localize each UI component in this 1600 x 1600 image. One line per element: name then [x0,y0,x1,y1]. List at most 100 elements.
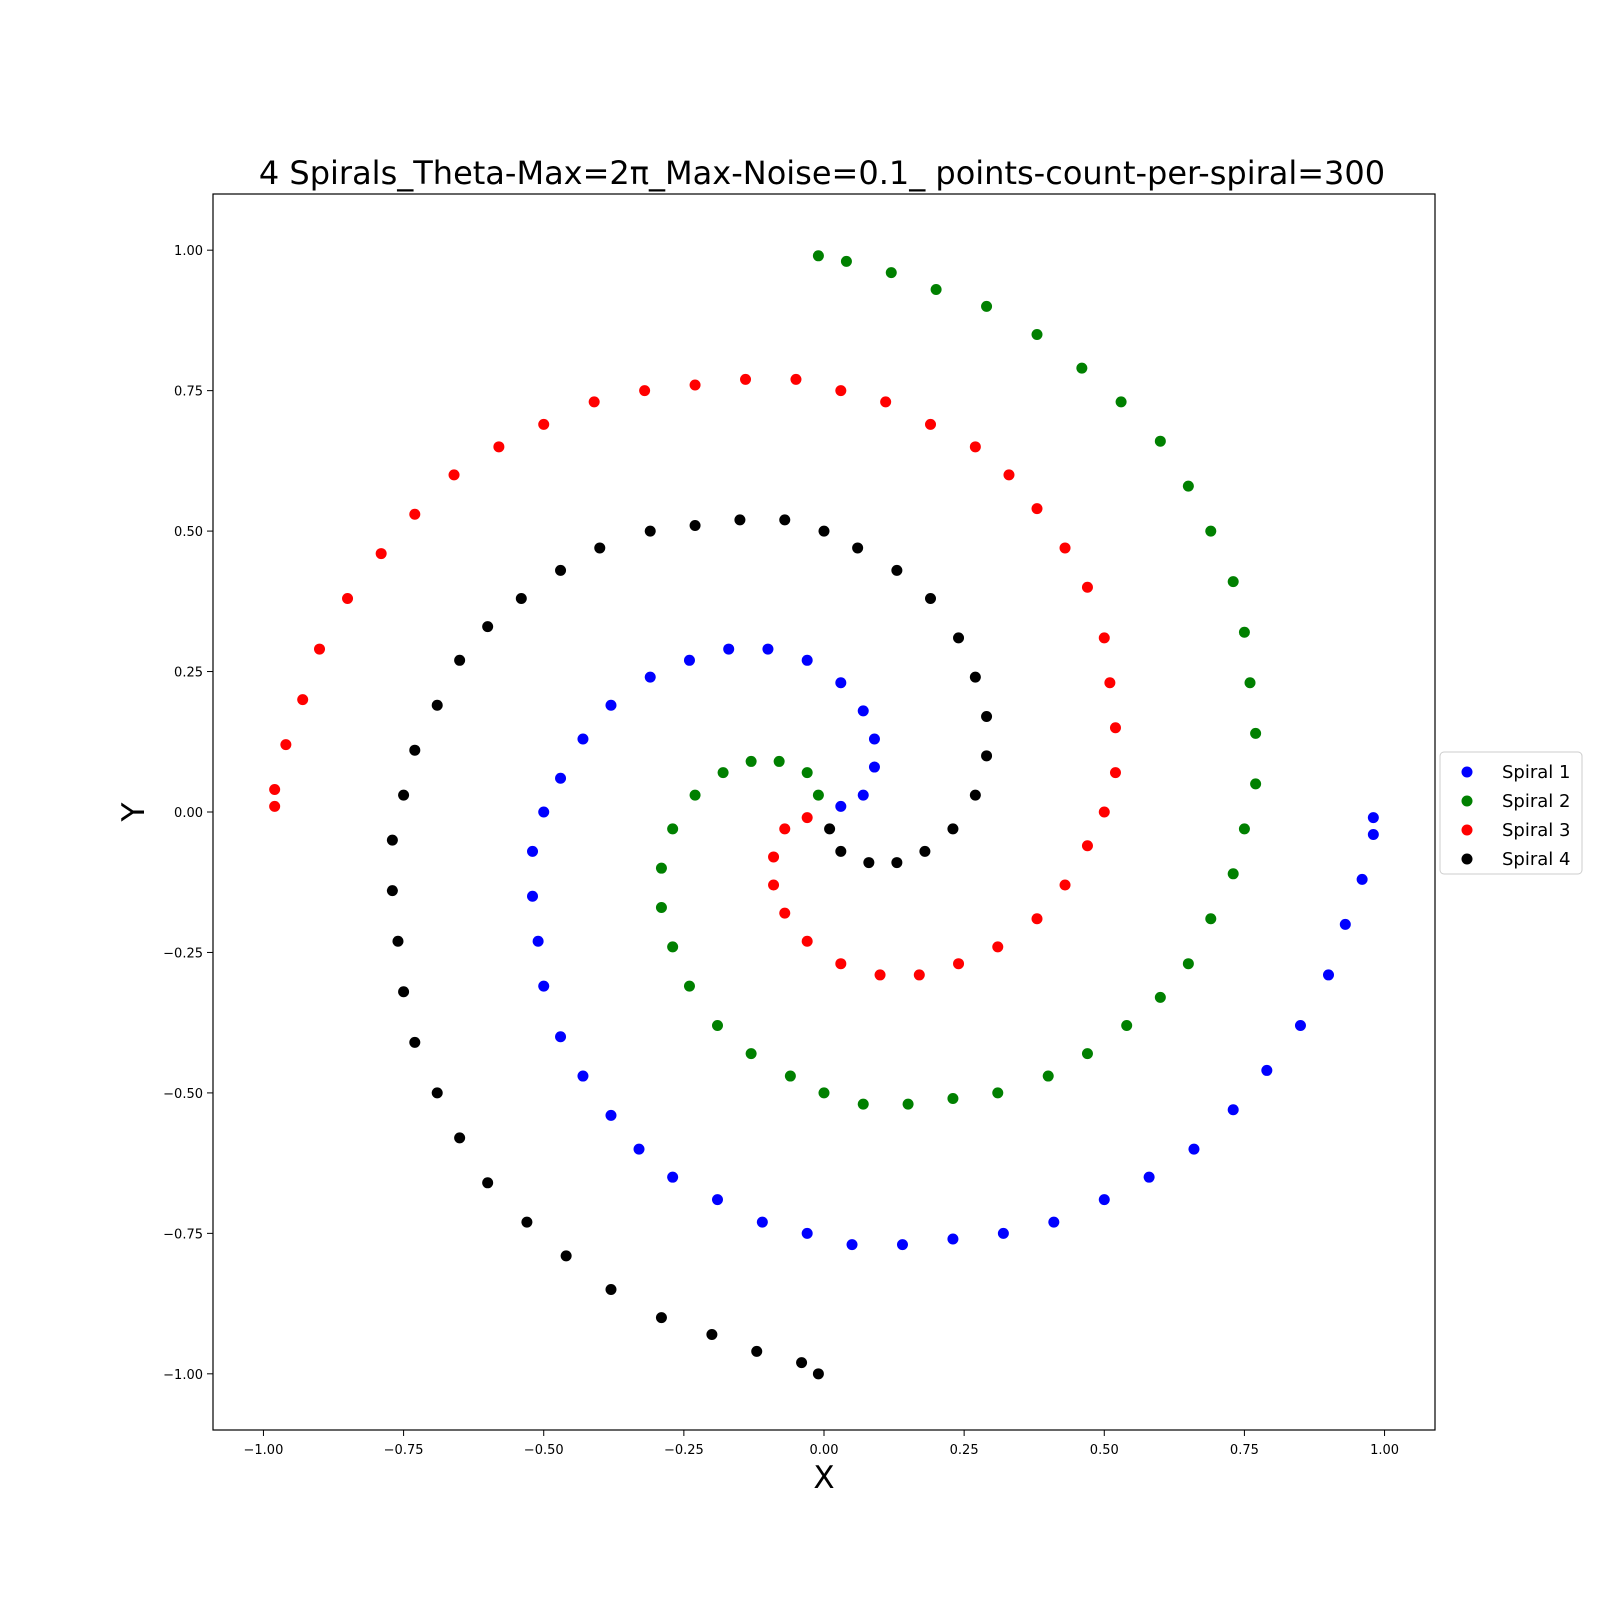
data-point [409,1036,421,1048]
series-1 [527,643,1379,1251]
legend-marker [1461,766,1473,778]
x-axis-label: X [813,1460,834,1496]
legend-label: Spiral 2 [1502,791,1570,812]
data-point [555,564,567,576]
data-point [768,851,780,863]
data-point [605,1284,617,1296]
data-point [1356,873,1368,885]
data-point [398,789,410,801]
data-point [1098,632,1110,644]
data-point [874,969,886,981]
data-point [846,1239,858,1251]
data-point [655,1312,667,1324]
y-tick-label: −0.75 [163,1227,203,1242]
data-point [992,941,1004,953]
data-point [644,671,656,683]
data-points [269,250,1379,1380]
data-point [1042,1070,1054,1082]
data-point [790,373,802,385]
data-point [835,845,847,857]
data-point [711,1194,723,1206]
data-point [801,812,813,824]
data-point [454,654,466,666]
data-point [852,542,864,554]
data-point [1081,581,1093,593]
data-point [969,671,981,683]
data-point [1121,1019,1133,1031]
plot-area-frame [212,193,1436,1431]
data-point [1227,868,1239,880]
data-point [930,284,942,296]
data-point [1367,812,1379,824]
data-point [779,823,791,835]
data-point [1261,1064,1273,1076]
y-tick-label: −0.25 [163,946,203,961]
data-point [521,1216,533,1228]
series-4 [386,514,993,1380]
data-point [448,469,460,481]
legend-marker [1461,853,1473,865]
data-point [891,564,903,576]
data-point [824,823,836,835]
data-point [667,1171,679,1183]
data-point [1339,918,1351,930]
data-point [756,1216,768,1228]
data-point [667,823,679,835]
data-point [891,857,903,869]
data-point [868,733,880,745]
data-point [594,542,606,554]
data-point [493,441,505,453]
data-point [796,1357,808,1369]
data-point [745,1048,757,1060]
data-point [835,800,847,812]
data-point [969,441,981,453]
data-point [538,980,550,992]
data-point [683,980,695,992]
y-tick-label: 0.25 [174,666,203,681]
data-point [1227,1104,1239,1116]
legend-box [1439,751,1583,875]
data-point [947,1093,959,1105]
data-point [812,250,824,262]
data-point [1059,879,1071,891]
data-point [740,373,752,385]
data-point [280,739,292,751]
data-point [555,772,567,784]
data-point [818,525,830,537]
data-point [857,1098,869,1110]
data-point [269,800,281,812]
data-point [1031,503,1043,515]
data-point [801,767,813,779]
data-point [857,705,869,717]
data-point [297,694,309,706]
data-point [779,514,791,526]
data-point [527,845,539,857]
data-point [779,907,791,919]
data-point [1104,677,1116,689]
data-point [947,823,959,835]
data-point [1182,480,1194,492]
data-point [431,1087,443,1099]
y-tick-label: 0.50 [174,525,203,540]
x-tick-label: 0.00 [810,1443,839,1458]
data-point [532,935,544,947]
data-point [1154,435,1166,447]
data-point [981,300,993,312]
data-point [1003,469,1015,481]
data-point [644,525,656,537]
data-point [857,789,869,801]
data-point [706,1328,718,1340]
data-point [1098,806,1110,818]
data-point [605,1109,617,1121]
data-point [717,767,729,779]
y-tick-label: −0.50 [163,1087,203,1102]
data-point [577,1070,589,1082]
data-point [689,379,701,391]
data-point [1143,1171,1155,1183]
data-point [913,969,925,981]
data-point [667,941,679,953]
data-point [981,710,993,722]
data-point [1367,828,1379,840]
data-point [1059,542,1071,554]
data-point [392,935,404,947]
